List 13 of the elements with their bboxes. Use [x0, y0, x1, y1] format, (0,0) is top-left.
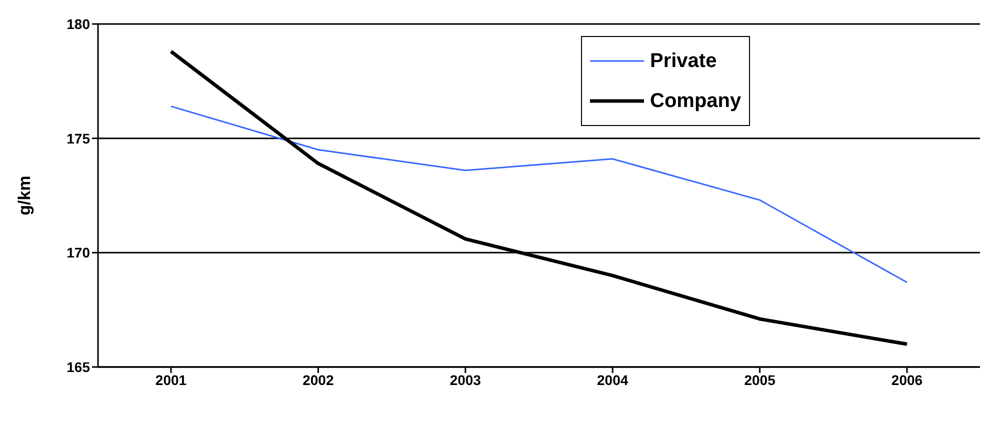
y-tick-label: 180 [66, 16, 90, 32]
x-tick-label: 2002 [302, 372, 334, 388]
legend-label: Private [650, 50, 717, 72]
x-tick-label: 2005 [744, 372, 776, 388]
x-tick-label: 2001 [155, 372, 187, 388]
x-tick-label: 2003 [450, 372, 482, 388]
y-tick-label: 165 [66, 358, 90, 375]
y-tick-label: 170 [66, 244, 90, 261]
y-tick-label: 175 [66, 130, 90, 146]
legend-label: Company [650, 90, 742, 112]
y-axis-title: g/km [15, 176, 34, 216]
x-tick-label: 2006 [891, 372, 923, 388]
x-tick-label: 2004 [597, 372, 628, 388]
